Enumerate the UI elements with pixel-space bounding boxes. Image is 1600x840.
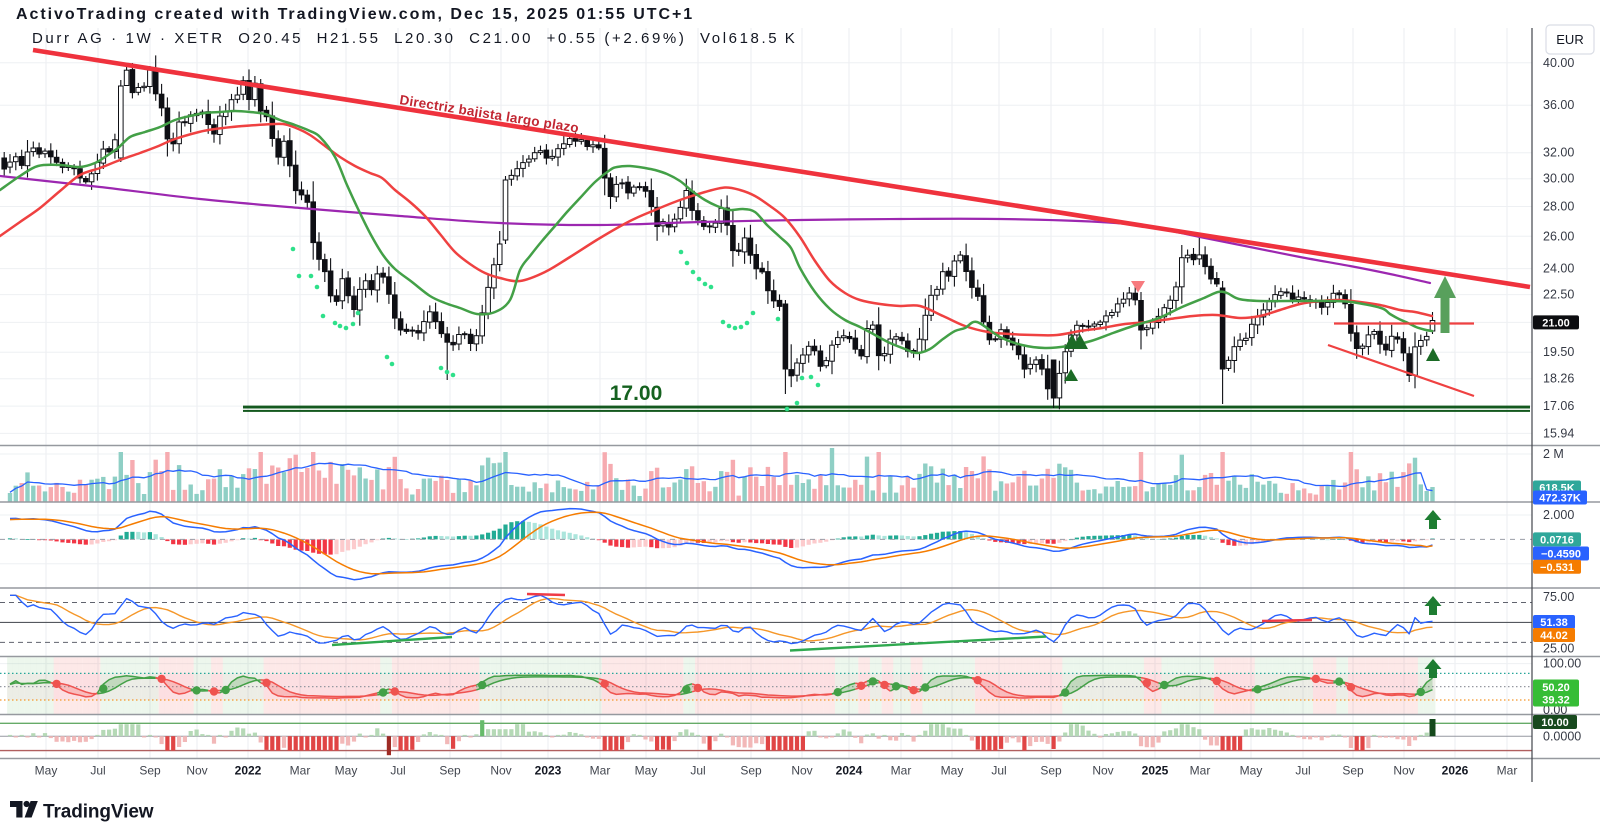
- svg-text:Mar: Mar: [1497, 764, 1518, 778]
- svg-text:Mar: Mar: [590, 764, 611, 778]
- svg-text:15.94: 15.94: [1543, 426, 1574, 440]
- svg-text:44.02: 44.02: [1540, 630, 1568, 642]
- svg-text:17.00: 17.00: [610, 382, 663, 405]
- svg-text:0.0000: 0.0000: [1543, 729, 1581, 743]
- svg-text:75.00: 75.00: [1543, 590, 1574, 604]
- svg-text:Jul: Jul: [690, 764, 705, 778]
- svg-text:Jul: Jul: [1295, 764, 1310, 778]
- svg-text:May: May: [1240, 764, 1263, 778]
- svg-text:TradingView: TradingView: [43, 802, 154, 823]
- svg-text:Nov: Nov: [490, 764, 511, 778]
- svg-text:10.00: 10.00: [1541, 717, 1569, 729]
- svg-text:28.00: 28.00: [1543, 200, 1574, 214]
- svg-text:51.38: 51.38: [1540, 617, 1568, 629]
- svg-text:Jul: Jul: [90, 764, 105, 778]
- svg-text:36.00: 36.00: [1543, 98, 1574, 112]
- svg-text:2025: 2025: [1142, 764, 1169, 778]
- svg-text:ActivoTrading created with Tra: ActivoTrading created with TradingView.c…: [16, 6, 694, 23]
- svg-text:2.000: 2.000: [1543, 508, 1574, 522]
- svg-text:0.0716: 0.0716: [1540, 534, 1574, 546]
- svg-text:25.00: 25.00: [1543, 642, 1574, 656]
- svg-text:30.00: 30.00: [1543, 172, 1574, 186]
- svg-text:−0.4590: −0.4590: [1541, 549, 1581, 561]
- svg-text:2 M: 2 M: [1543, 447, 1564, 461]
- svg-text:2024: 2024: [836, 764, 863, 778]
- svg-text:18.26: 18.26: [1543, 372, 1574, 386]
- svg-text:Sep: Sep: [439, 764, 461, 778]
- svg-text:26.00: 26.00: [1543, 229, 1574, 243]
- svg-text:Mar: Mar: [290, 764, 311, 778]
- svg-text:Sep: Sep: [139, 764, 161, 778]
- svg-text:50.20: 50.20: [1542, 682, 1570, 694]
- svg-text:−0.531: −0.531: [1540, 562, 1574, 574]
- svg-text:2023: 2023: [535, 764, 562, 778]
- svg-text:100.00: 100.00: [1543, 657, 1581, 671]
- svg-text:2026: 2026: [1442, 764, 1469, 778]
- svg-text:Mar: Mar: [891, 764, 912, 778]
- svg-text:472.37K: 472.37K: [1539, 493, 1581, 505]
- svg-text:Nov: Nov: [791, 764, 812, 778]
- svg-text:Nov: Nov: [1393, 764, 1414, 778]
- svg-text:Mar: Mar: [1190, 764, 1211, 778]
- svg-text:May: May: [941, 764, 964, 778]
- svg-text:Jul: Jul: [991, 764, 1006, 778]
- svg-text:2022: 2022: [235, 764, 262, 778]
- svg-text:24.00: 24.00: [1543, 262, 1574, 276]
- svg-text:40.00: 40.00: [1543, 56, 1574, 70]
- svg-text:19.50: 19.50: [1543, 345, 1574, 359]
- svg-text:32.00: 32.00: [1543, 146, 1574, 160]
- svg-text:21.00: 21.00: [1542, 317, 1570, 329]
- svg-text:17.06: 17.06: [1543, 399, 1574, 413]
- svg-text:Sep: Sep: [1040, 764, 1062, 778]
- svg-text:Jul: Jul: [390, 764, 405, 778]
- svg-text:Durr AG · 1W · XETR O20.45 H: Durr AG · 1W · XETR O20.45 H21.55 L20.30…: [32, 30, 797, 47]
- svg-text:Nov: Nov: [1092, 764, 1113, 778]
- svg-text:Nov: Nov: [186, 764, 207, 778]
- svg-text:Sep: Sep: [1342, 764, 1364, 778]
- svg-text:22.50: 22.50: [1543, 288, 1574, 302]
- svg-text:May: May: [335, 764, 358, 778]
- svg-text:EUR: EUR: [1556, 32, 1583, 47]
- svg-text:Sep: Sep: [740, 764, 762, 778]
- svg-text:39.32: 39.32: [1542, 695, 1570, 707]
- svg-text:May: May: [35, 764, 58, 778]
- svg-text:May: May: [635, 764, 658, 778]
